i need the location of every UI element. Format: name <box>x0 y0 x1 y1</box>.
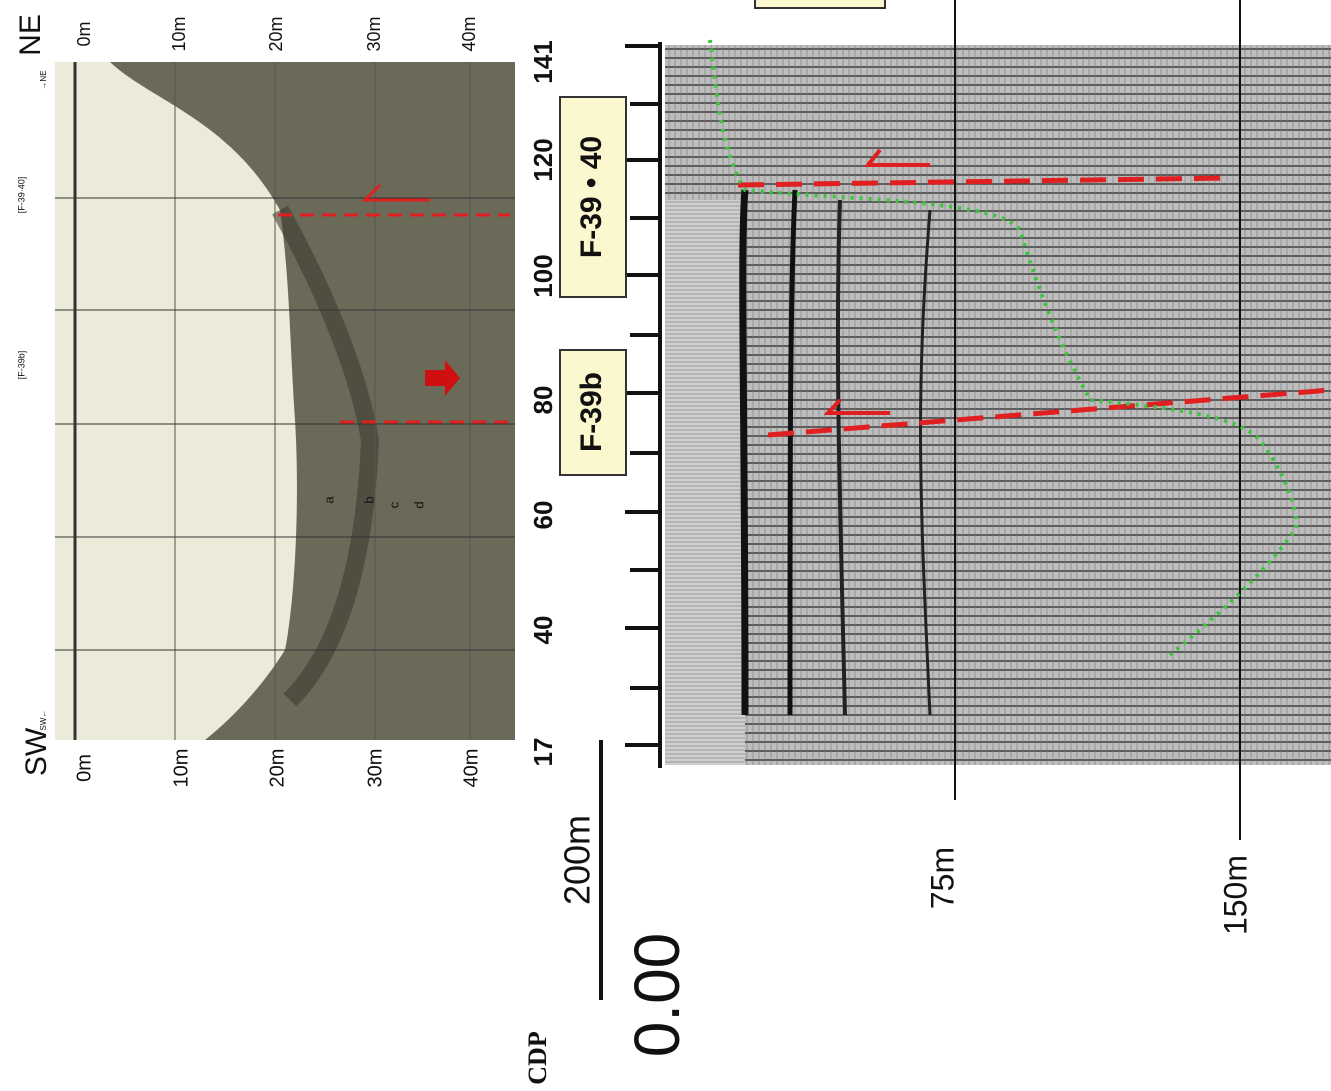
direction-label: SW← <box>39 710 48 731</box>
direction-label: →NE <box>39 70 48 89</box>
cdp-tick: 17 <box>528 738 558 767</box>
cdp-label: CDP <box>523 1031 552 1085</box>
cdp-axis: 141 120 100 80 60 40 17 <box>528 40 662 768</box>
layer-label: b <box>361 496 376 503</box>
depth-label: 30m <box>364 749 386 788</box>
depth-label: 30m <box>364 16 384 51</box>
depth-label: 150m <box>1217 855 1253 935</box>
fault-box <box>559 349 627 476</box>
depth-label: 10m <box>170 749 192 788</box>
direction-sw: SW <box>20 727 53 776</box>
sonar-panel: a b c d [F-39·40] [F-39b] SW← →NE <box>16 62 515 740</box>
marker-label: [F-39b] <box>16 351 26 380</box>
layer-label: c <box>386 501 401 508</box>
cdp-tick: 141 <box>528 40 558 83</box>
scale-label: 200m <box>557 815 598 905</box>
depth-top: 0m 10m 20m 30m 40m <box>74 16 479 51</box>
seismic-panel <box>665 0 1331 840</box>
fault-box <box>559 96 627 298</box>
time-label: 0.00 <box>621 933 693 1058</box>
depth-label: 10m <box>169 16 189 51</box>
cdp-tick: 120 <box>528 138 558 181</box>
depth-label: 75m <box>924 847 960 909</box>
depth-label: 20m <box>266 16 286 51</box>
depth-label: 20m <box>266 749 288 788</box>
depth-bottom: 0m 10m 20m 30m 40m <box>73 749 482 788</box>
marker-label: [F-39·40] <box>16 177 26 214</box>
depth-label: 40m <box>460 749 482 788</box>
cdp-tick: 80 <box>528 386 558 415</box>
depth-label: 40m <box>459 16 479 51</box>
depth-label: 0m <box>74 21 94 46</box>
layer-label: d <box>411 501 426 508</box>
cdp-tick: 40 <box>528 616 558 645</box>
layer-label: a <box>321 496 336 504</box>
direction-ne: NE <box>14 14 47 56</box>
depth-label: 0m <box>73 754 95 782</box>
cdp-tick: 100 <box>528 254 558 297</box>
fault-label: F-39 • 40 <box>575 136 608 258</box>
fault-label: F-39b <box>575 372 608 452</box>
cdp-tick: 60 <box>528 501 558 530</box>
